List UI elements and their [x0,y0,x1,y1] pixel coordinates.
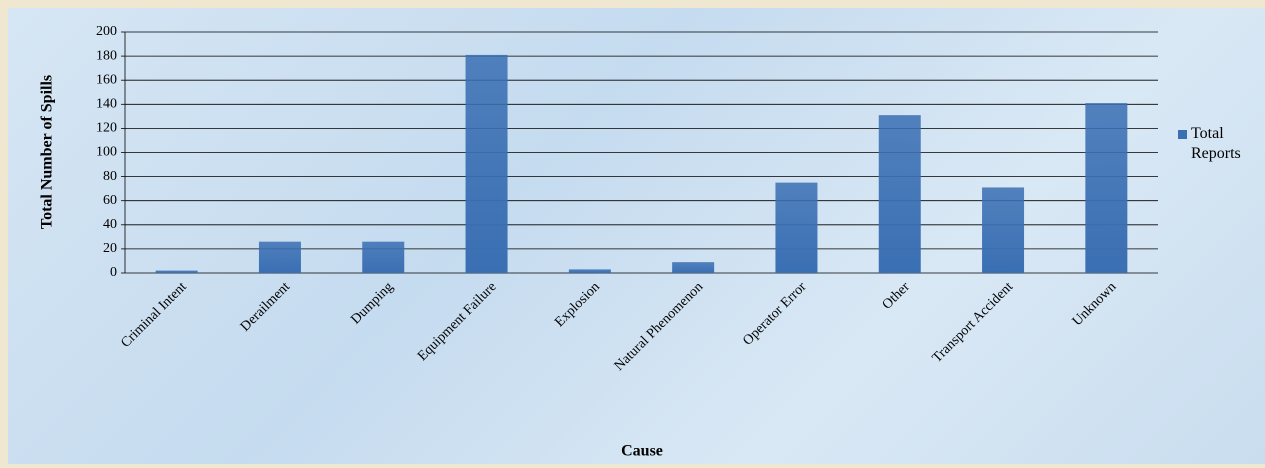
x-tick-label: Other [880,279,913,312]
x-tick-label: Natural Phenomenon [612,279,706,373]
y-tick-label: 0 [110,265,117,280]
bar [258,241,301,273]
x-tick-label: Explosion [552,279,603,330]
bar [672,262,715,273]
bar [568,269,611,273]
bar [1085,103,1128,273]
x-tick-label: Criminal Intent [118,279,189,350]
bar [982,187,1025,273]
y-tick-label: 160 [96,72,117,87]
bar [878,115,921,274]
legend-label: Total Reports [1191,125,1241,162]
y-tick-label: 60 [103,193,117,208]
bar [155,270,198,273]
y-tick-label: 180 [96,48,117,63]
x-axis-title: Cause [621,443,663,460]
x-tick-label: Dumping [348,279,396,327]
x-tick-label: Unknown [1070,279,1120,329]
bar [465,54,508,273]
y-tick-label: 40 [103,217,117,232]
legend: Total Reports [1178,124,1258,164]
y-tick-label: 120 [96,121,117,136]
y-tick-label: 80 [103,169,117,184]
y-tick-label: 20 [103,241,117,256]
y-axis-title: Total Number of Spills [39,75,56,229]
y-tick-label: 140 [96,97,117,112]
x-tick-label: Transport Accident [930,279,1016,365]
bar [362,241,405,273]
x-tick-label: Equipment Failure [415,279,500,364]
chart-background [8,8,1265,464]
y-tick-label: 100 [96,145,117,160]
legend-swatch [1178,130,1187,139]
bar [775,182,818,273]
x-tick-label: Operator Error [740,279,809,348]
y-tick-label: 200 [96,24,117,39]
x-tick-label: Derailment [238,279,293,334]
